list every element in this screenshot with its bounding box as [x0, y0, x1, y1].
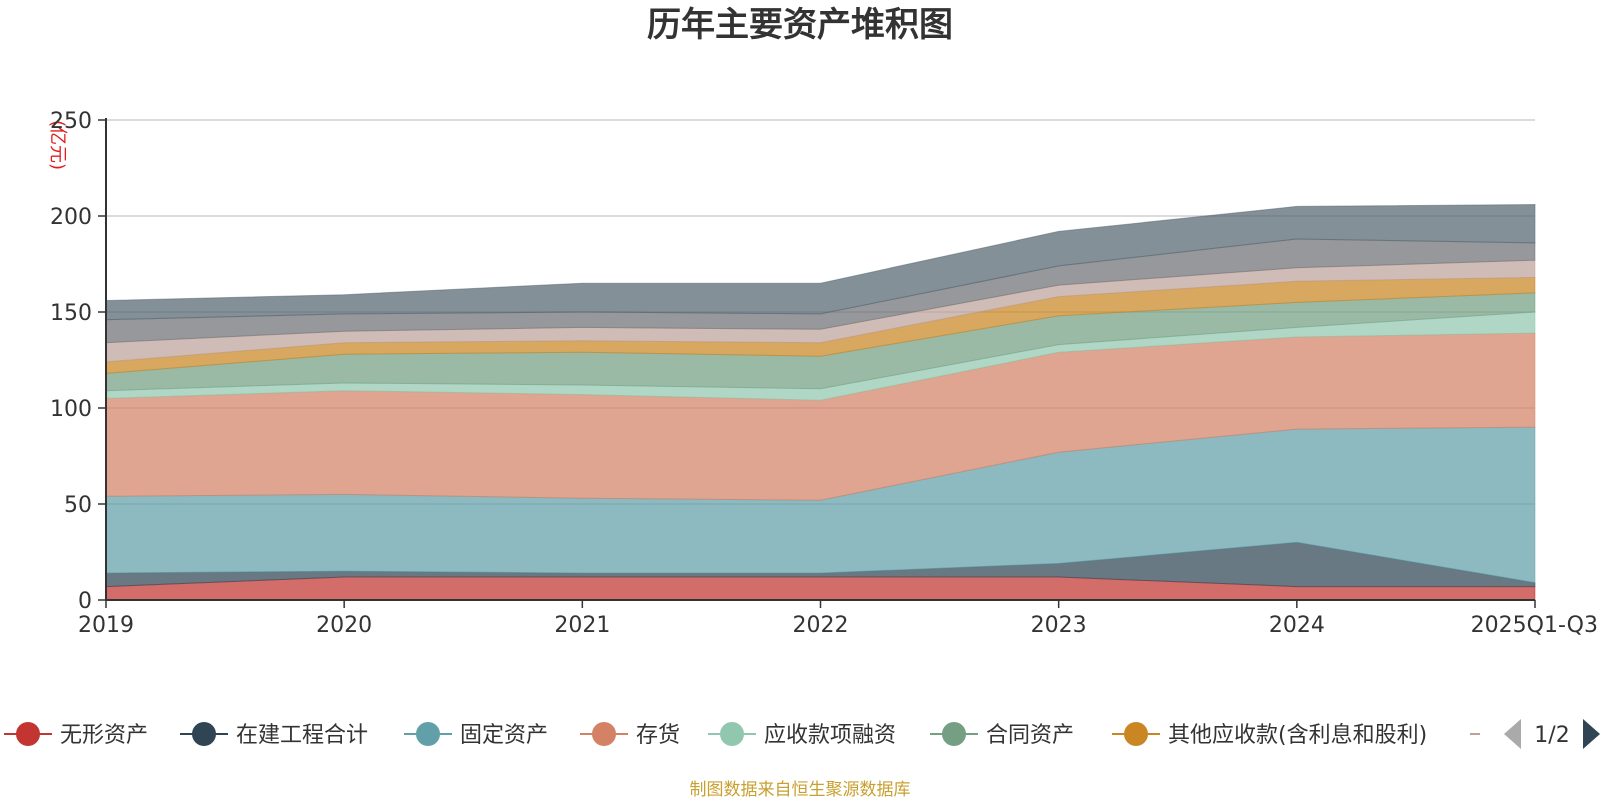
legend-item-0[interactable]: 无形资产	[4, 722, 148, 748]
x-tick-label: 2022	[793, 613, 849, 638]
legend-marker	[942, 722, 966, 746]
x-tick-label: 2024	[1269, 613, 1325, 638]
legend-label: 存货	[636, 723, 680, 748]
legend-item-6[interactable]: 其他应收款(含利息和股利)	[1112, 722, 1427, 748]
legend-marker	[720, 722, 744, 746]
x-tick-label: 2023	[1031, 613, 1087, 638]
x-tick-label: 2025Q1-Q3	[1471, 613, 1598, 638]
y-tick-label: 0	[78, 589, 92, 614]
legend-label: 在建工程合计	[236, 723, 368, 748]
legend-item-3[interactable]: 存货	[580, 722, 680, 748]
legend: 无形资产 在建工程合计 固定资产 存货 应收款项融资 合同资产 其他应收款(含利息和股利) 1…	[4, 719, 1600, 749]
legend-next-icon[interactable]	[1583, 719, 1600, 749]
area-series-9	[105, 203, 1536, 321]
series-areas	[105, 203, 1536, 601]
legend-marker	[192, 722, 216, 746]
y-axis-unit-label: (亿元)	[47, 120, 68, 170]
x-tick-label: 2020	[316, 613, 372, 638]
legend-label: 合同资产	[986, 723, 1074, 748]
legend-marker	[16, 722, 40, 746]
legend-label: 固定资产	[460, 723, 548, 748]
y-tick-label: 250	[50, 109, 92, 134]
legend-marker	[592, 722, 616, 746]
legend-marker	[1124, 722, 1148, 746]
legend-prev-icon[interactable]	[1504, 719, 1521, 749]
legend-label: 其他应收款(含利息和股利)	[1168, 723, 1427, 748]
chart-title: 历年主要资产堆积图	[647, 5, 953, 45]
legend-item-2[interactable]: 固定资产	[404, 722, 548, 748]
axes: 0 50 100 150 200 250 2019 2020 2021 2022 2023 2024 2…	[50, 109, 1598, 638]
x-tick-label: 2021	[554, 613, 610, 638]
y-tick-label: 200	[50, 205, 92, 230]
legend-page-indicator: 1/2	[1534, 723, 1569, 748]
y-tick-label: 150	[50, 301, 92, 326]
y-tick-label: 100	[50, 397, 92, 422]
legend-item-1[interactable]: 在建工程合计	[180, 722, 368, 748]
legend-item-4[interactable]: 应收款项融资	[708, 722, 896, 748]
source-note: 制图数据来自恒生聚源数据库	[690, 780, 911, 800]
legend-item-5[interactable]: 合同资产	[930, 722, 1074, 748]
y-tick-label: 50	[64, 493, 92, 518]
x-tick-label: 2019	[78, 613, 134, 638]
legend-label: 应收款项融资	[764, 723, 896, 748]
legend-label: 无形资产	[60, 723, 148, 748]
legend-marker	[416, 722, 440, 746]
